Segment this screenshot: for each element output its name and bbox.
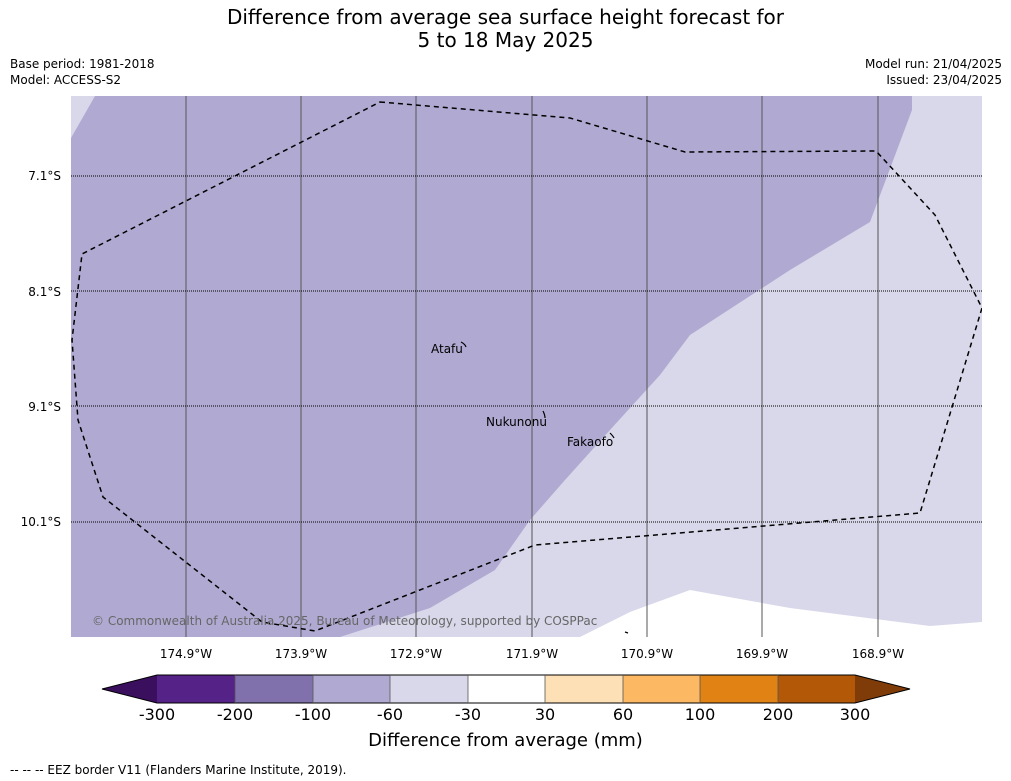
place-label-atafu: Atafu [431, 342, 463, 356]
colorbar-tick-label: -30 [454, 705, 482, 724]
copyright-notice: © Commonwealth of Australia 2025, Bureau… [92, 614, 598, 628]
colorbar-outline [101, 674, 911, 704]
atafu-atoll [460, 341, 467, 348]
colorbar-tick-label: 200 [762, 705, 794, 724]
lon-label-173-9: 173.9°W [274, 647, 328, 661]
colorbar-segment [700, 675, 778, 703]
colorbar-tick-label: 30 [534, 705, 556, 724]
issued-date: Issued: 23/04/2025 [886, 73, 1002, 87]
lon-label-169-9: 169.9°W [735, 647, 789, 661]
colorbar-segment [778, 675, 855, 703]
lat-label-8-1: 8.1°S [28, 285, 61, 299]
lon-label-171-9: 171.9°W [505, 647, 559, 661]
lat-label-10-1: 10.1°S [20, 515, 61, 529]
place-label-nukunonu: Nukunonu [486, 415, 547, 429]
chart-title-line-1: Difference from average sea surface heig… [226, 5, 785, 29]
colorbar-tick-label: -100 [294, 705, 332, 724]
colorbar-title: Difference from average (mm) [368, 730, 643, 751]
colorbar-tick-label: 100 [684, 705, 716, 724]
colorbar-segment [545, 675, 623, 703]
colorbar-segment [157, 675, 235, 703]
lat-label-7-1: 7.1°S [28, 169, 61, 183]
colorbar-tick-label: 300 [839, 705, 871, 724]
colorbar-extend-high [855, 675, 910, 703]
small-island [624, 631, 629, 634]
no-data-region [580, 590, 982, 637]
anomaly-region-dark [71, 96, 912, 637]
lat-label-9-1: 9.1°S [28, 400, 61, 414]
base-period: Base period: 1981-2018 [10, 57, 155, 71]
meta-right: Model run: 21/04/2025 Issued: 23/04/2025 [865, 56, 1002, 88]
eez-legend-note: -- -- -- EEZ border V11 (Flanders Marine… [10, 763, 347, 777]
colorbar-tick-label: 60 [612, 705, 634, 724]
fakaofo-atoll [609, 432, 615, 439]
lon-label-172-9: 172.9°W [389, 647, 443, 661]
meridians [185, 96, 879, 637]
place-label-fakaofo: Fakaofo [567, 435, 614, 449]
map-plot-area [71, 96, 982, 637]
colorbar [101, 674, 911, 704]
colorbar-segment [313, 675, 390, 703]
lon-label-168-9: 168.9°W [851, 647, 905, 661]
model-run: Model run: 21/04/2025 [864, 57, 1002, 71]
colorbar-segment [390, 675, 468, 703]
colorbar-segment [623, 675, 700, 703]
colorbar-tick-label: -300 [138, 705, 176, 724]
colorbar-tick-label: -200 [216, 705, 254, 724]
lon-label-170-9: 170.9°W [620, 647, 674, 661]
meta-left: Base period: 1981-2018 Model: ACCESS-S2 [10, 56, 155, 88]
lon-label-174-9: 174.9°W [159, 647, 213, 661]
colorbar-tick-label: -60 [376, 705, 404, 724]
colorbar-extend-low [102, 675, 157, 703]
nukunonu-atoll [542, 410, 546, 419]
colorbar-segment [468, 675, 545, 703]
eez-border [71, 101, 982, 632]
model-name: Model: ACCESS-S2 [10, 73, 122, 87]
colorbar-segment [235, 675, 313, 703]
chart-title-line-2: 5 to 18 May 2025 [417, 28, 594, 52]
